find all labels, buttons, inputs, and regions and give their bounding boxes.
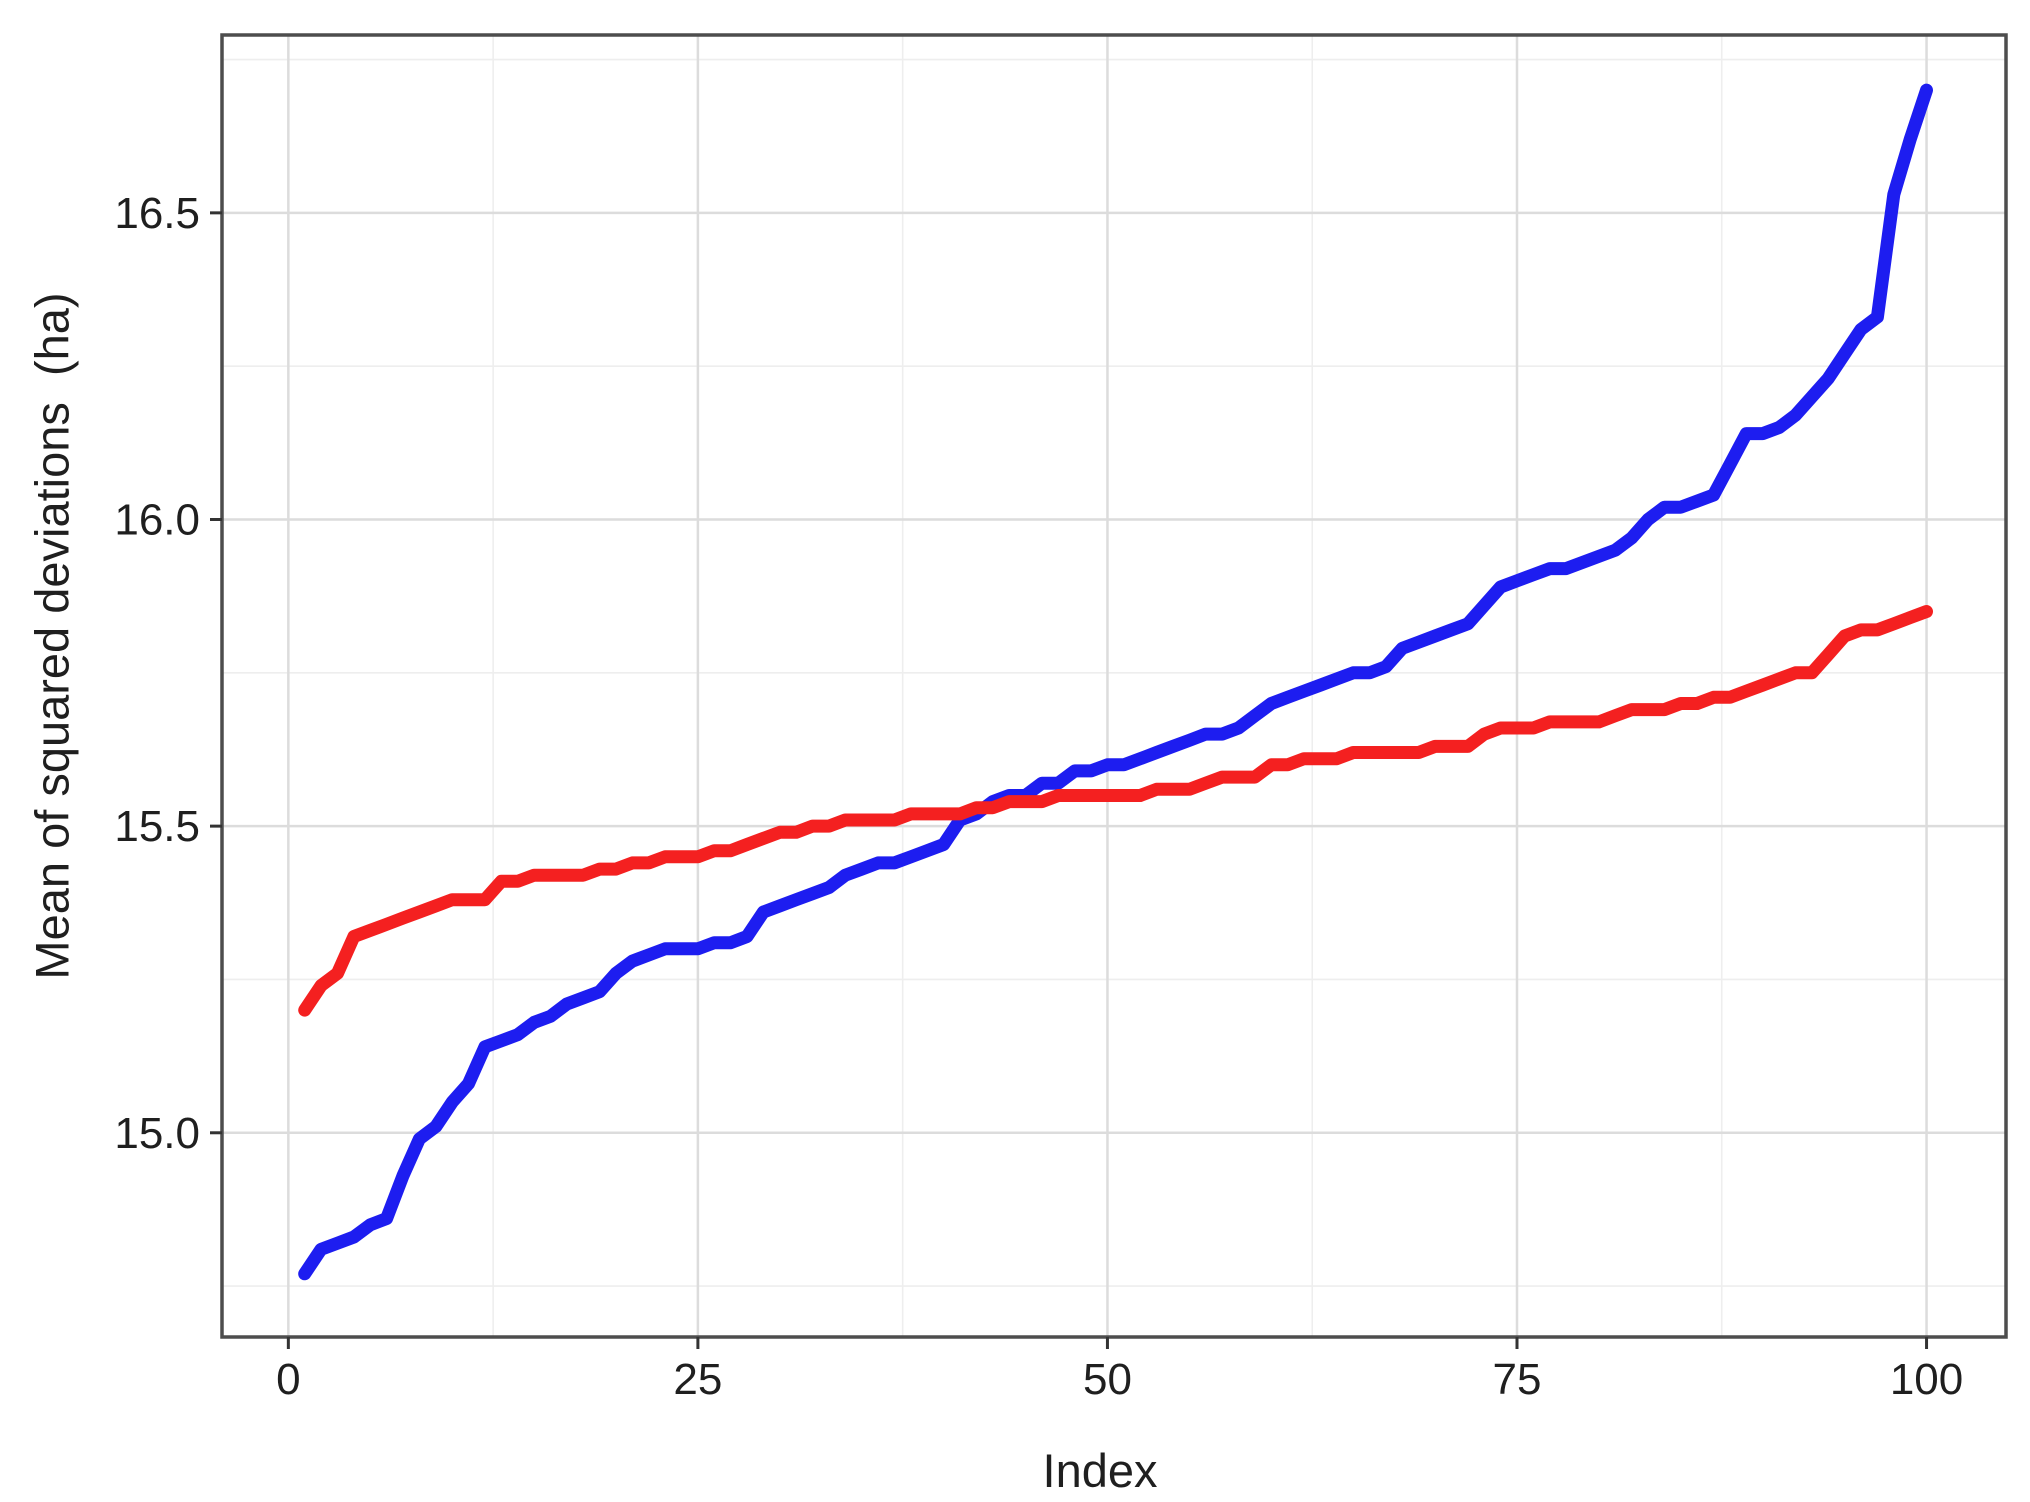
y-tick-label: 16.0 <box>114 495 200 544</box>
y-axis-title: Mean of squared deviations (ha) <box>25 292 79 980</box>
x-tick-label: 0 <box>276 1355 300 1404</box>
x-tick-label: 50 <box>1083 1355 1132 1404</box>
panel-border <box>220 33 2008 1339</box>
x-axis-title: Index <box>1042 1444 1158 1497</box>
x-tick-label: 100 <box>1890 1355 1963 1404</box>
y-tick-label: 15.5 <box>114 802 200 851</box>
y-tick-label: 15.0 <box>114 1109 200 1158</box>
x-tick-label: 75 <box>1493 1355 1542 1404</box>
x-tick-label: 25 <box>673 1355 722 1404</box>
series-red-line <box>298 605 1933 1017</box>
series-blue-line <box>298 83 1933 1281</box>
y-tick-label: 16.5 <box>114 189 200 238</box>
